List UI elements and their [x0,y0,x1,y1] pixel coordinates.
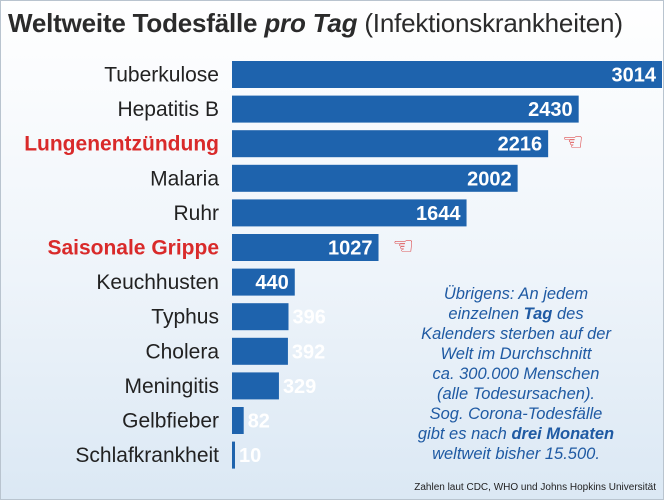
category-label: Malaria [150,167,219,190]
bar [232,130,549,158]
note-line: Sog. Corona-Todesfälle [429,405,603,423]
bar [232,441,235,469]
note-line: einzelnen Tag des [400,304,632,324]
note-line: ca. 300.000 Menschen [432,365,600,383]
title-part2: pro Tag [264,8,358,38]
note-line: Übrigens: An jedem [443,285,589,303]
title-part1: Weltweite Todesfälle [8,8,265,38]
bar [232,372,279,400]
category-label: Hepatitis B [117,98,219,121]
note-line: Kalenders sterben auf der [421,325,611,343]
category-label: Keuchhusten [96,271,219,294]
category-label: Schlafkrankheit [75,444,219,467]
category-label: Saisonale Grippe [47,237,219,260]
category-label: Lungenentzündung [24,133,219,156]
bar [232,303,289,331]
value-label: 329 [283,376,316,398]
category-label: Tuberkulose [104,64,219,87]
category-label: Ruhr [173,202,219,225]
value-label: 3014 [612,65,657,87]
category-label: Meningitis [124,375,219,398]
value-label: 2002 [467,168,512,190]
bar [232,199,467,227]
category-label: Gelbfieber [122,410,219,433]
value-label: 392 [292,341,325,363]
value-label: 82 [248,411,270,433]
category-label: Cholera [145,340,219,363]
note-text: gibt es nach [417,425,512,443]
note-line: Welt im Durchschnitt [440,345,592,363]
note-text: einzelnen [448,305,524,323]
value-label: 2216 [498,134,543,156]
bar [232,407,244,434]
note-line: (alle Todesursachen). [436,385,596,403]
value-label: 440 [255,272,288,294]
bar [232,164,518,192]
bar [232,337,288,365]
pointing-hand-icon: ☜ [562,128,584,156]
note-emphasis: Tag [523,305,553,323]
bar [232,234,379,261]
note-emphasis: drei Monaten [511,425,615,443]
note-line: weltweit bisher 15.500. [432,445,600,463]
pointing-hand-icon: ☜ [392,232,415,260]
value-label: 10 [239,445,261,467]
value-label: 396 [292,307,325,329]
value-label: 1644 [416,203,461,225]
bar [232,268,295,296]
info-note: Übrigens: An jedem einzelnen Tag des Kal… [400,284,632,464]
value-label: 1027 [328,238,373,260]
chart-title: Weltweite Todesfälle pro Tag (Infektions… [8,8,623,39]
note-line: gibt es nach drei Monaten [400,424,632,444]
bar [232,61,662,88]
value-label: 2430 [528,99,573,121]
bar [232,95,579,123]
title-part3: (Infektionskrankheiten) [357,8,623,38]
source-note: Zahlen laut CDC, WHO und Johns Hopkins U… [414,482,656,493]
note-text: des [552,305,584,323]
category-label: Typhus [151,306,219,329]
